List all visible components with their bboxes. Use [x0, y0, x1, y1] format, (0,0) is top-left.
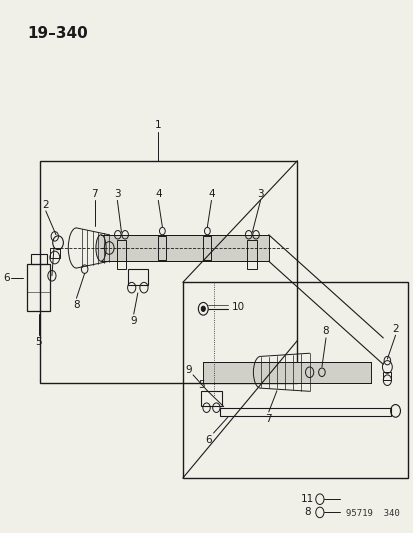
Text: 10: 10: [231, 302, 244, 312]
Bar: [183, 282, 407, 478]
Bar: [201, 391, 221, 406]
Text: 2: 2: [391, 324, 398, 334]
Bar: [203, 362, 370, 383]
Circle shape: [201, 306, 205, 311]
Bar: [50, 248, 60, 257]
Ellipse shape: [96, 235, 106, 261]
Text: 7: 7: [91, 189, 98, 199]
Bar: [101, 235, 268, 261]
Bar: [219, 408, 391, 416]
Bar: [116, 240, 126, 269]
Bar: [27, 264, 50, 311]
Bar: [382, 372, 391, 380]
Bar: [127, 269, 148, 285]
Text: 4: 4: [154, 189, 161, 199]
Text: 19–340: 19–340: [27, 26, 88, 41]
Bar: [158, 236, 166, 260]
Bar: [101, 235, 268, 261]
Text: 9: 9: [130, 316, 137, 326]
Text: 9: 9: [185, 365, 191, 375]
Text: 3: 3: [114, 189, 121, 199]
Text: 5: 5: [198, 381, 204, 391]
Text: 8: 8: [73, 300, 80, 310]
Bar: [40, 161, 297, 383]
Text: 11: 11: [300, 494, 313, 504]
Text: 8: 8: [322, 326, 328, 336]
Text: 7: 7: [265, 414, 271, 424]
Text: 1: 1: [154, 120, 161, 130]
Text: 95719  340: 95719 340: [345, 508, 399, 518]
Text: 2: 2: [43, 200, 49, 209]
Bar: [31, 254, 47, 264]
Text: 4: 4: [208, 189, 214, 199]
Text: 5: 5: [35, 337, 42, 347]
Text: 8: 8: [304, 507, 310, 518]
Bar: [247, 240, 256, 269]
Text: 6: 6: [205, 435, 211, 445]
Bar: [203, 236, 211, 260]
Bar: [203, 362, 370, 383]
Text: 6: 6: [3, 273, 9, 283]
Text: 3: 3: [256, 189, 263, 199]
